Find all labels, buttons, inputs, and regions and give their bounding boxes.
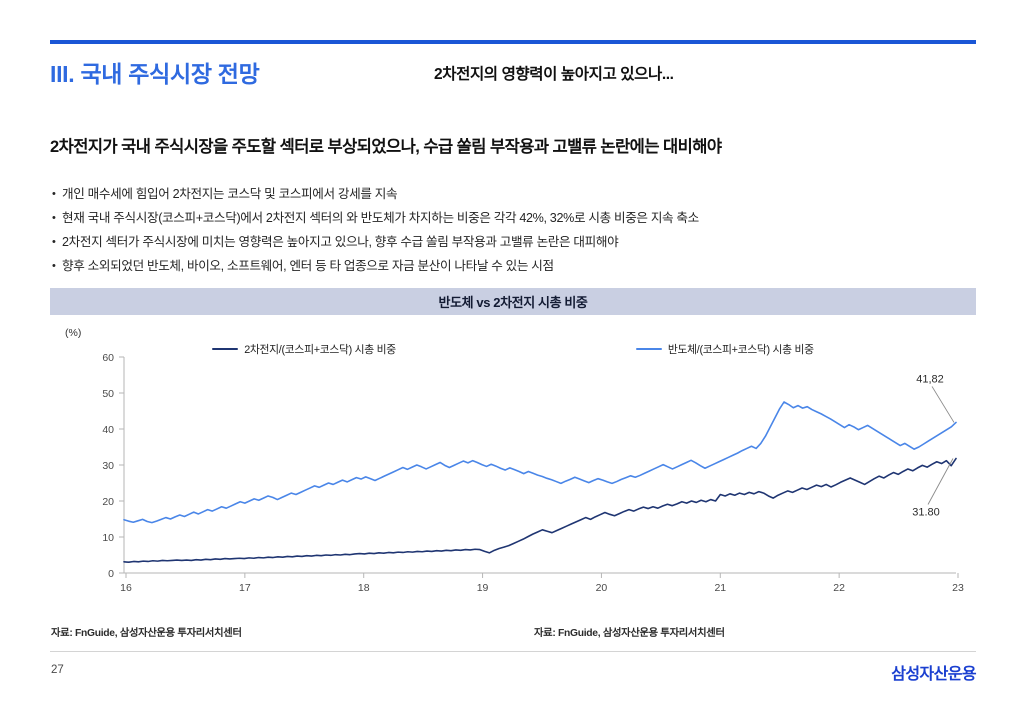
y-axis-unit-label: (%) (65, 327, 82, 339)
svg-text:20: 20 (596, 582, 608, 594)
svg-text:50: 50 (102, 388, 114, 400)
bullet-marker-icon: • (52, 236, 56, 248)
chart-panel: 반도체 vs 2차전지 시총 비중 (%) 2차전지/(코스피+코스닥) 시총 … (50, 288, 976, 610)
svg-text:19: 19 (477, 582, 489, 594)
header-top-rule (50, 40, 976, 44)
svg-text:41,82: 41,82 (916, 373, 944, 385)
bullet-marker-icon: • (52, 212, 56, 224)
brand-logo: 삼성자산운용 (891, 666, 976, 683)
chart-title: 반도체 vs 2차전지 시총 비중 (438, 295, 588, 310)
bullet-text: 2차전지 섹터가 주식시장에 미치는 영향력은 높아지고 있으나, 향후 수급 … (62, 235, 619, 249)
svg-text:0: 0 (108, 568, 114, 580)
svg-text:17: 17 (239, 582, 251, 594)
svg-text:22: 22 (833, 582, 845, 594)
svg-text:18: 18 (358, 582, 370, 594)
bullet-marker-icon: • (52, 260, 56, 272)
page-subtitle: 2차전지의 영향력이 높아지고 있으나... (434, 66, 674, 83)
svg-text:31.80: 31.80 (912, 507, 940, 519)
source-note-right: 자료: FnGuide, 삼성자산운용 투자리서치센터 (534, 628, 725, 639)
chart-plot-area: (%) 2차전지/(코스피+코스닥) 시총 비중 반도체/(코스피+코스닥) 시… (50, 315, 976, 610)
bullet-text: 향후 소외되었던 반도체, 바이오, 소프트웨어, 엔터 등 타 업종으로 자금… (62, 259, 554, 273)
chart-title-band: 반도체 vs 2차전지 시총 비중 (50, 288, 976, 315)
svg-text:30: 30 (102, 460, 114, 472)
svg-text:10: 10 (102, 532, 114, 544)
svg-text:23: 23 (952, 582, 964, 594)
svg-text:20: 20 (102, 496, 114, 508)
page-section-title: III. 국내 주식시장 전망 (50, 61, 260, 87)
chart-svg: 0 10 20 30 40 50 60 16 17 18 19 20 21 22 23 41,82 31.80 (102, 352, 964, 594)
footer-divider (50, 651, 976, 652)
svg-text:60: 60 (102, 352, 114, 364)
page-number: 27 (51, 664, 64, 676)
bullet-text: 개인 매수세에 힘입어 2차전지는 코스닥 및 코스피에서 강세를 지속 (62, 187, 398, 201)
bullet-list: • 개인 매수세에 힘입어 2차전지는 코스닥 및 코스피에서 강세를 지속 •… (52, 182, 982, 278)
svg-text:40: 40 (102, 424, 114, 436)
main-heading: 2차전지가 국내 주식시장을 주도할 섹터로 부상되었으나, 수급 쏠림 부작용… (50, 138, 722, 156)
list-item: • 향후 소외되었던 반도체, 바이오, 소프트웨어, 엔터 등 타 업종으로 … (52, 254, 982, 278)
list-item: • 현재 국내 주식시장(코스피+코스닥)에서 2차전지 섹터의 와 반도체가 … (52, 206, 982, 230)
bullet-marker-icon: • (52, 188, 56, 200)
source-note-left: 자료: FnGuide, 삼성자산운용 투자리서치센터 (51, 628, 242, 639)
list-item: • 개인 매수세에 힘입어 2차전지는 코스닥 및 코스피에서 강세를 지속 (52, 182, 982, 206)
list-item: • 2차전지 섹터가 주식시장에 미치는 영향력은 높아지고 있으나, 향후 수… (52, 230, 982, 254)
svg-text:16: 16 (120, 582, 132, 594)
svg-text:21: 21 (714, 582, 726, 594)
bullet-text: 현재 국내 주식시장(코스피+코스닥)에서 2차전지 섹터의 와 반도체가 차지… (62, 211, 699, 225)
